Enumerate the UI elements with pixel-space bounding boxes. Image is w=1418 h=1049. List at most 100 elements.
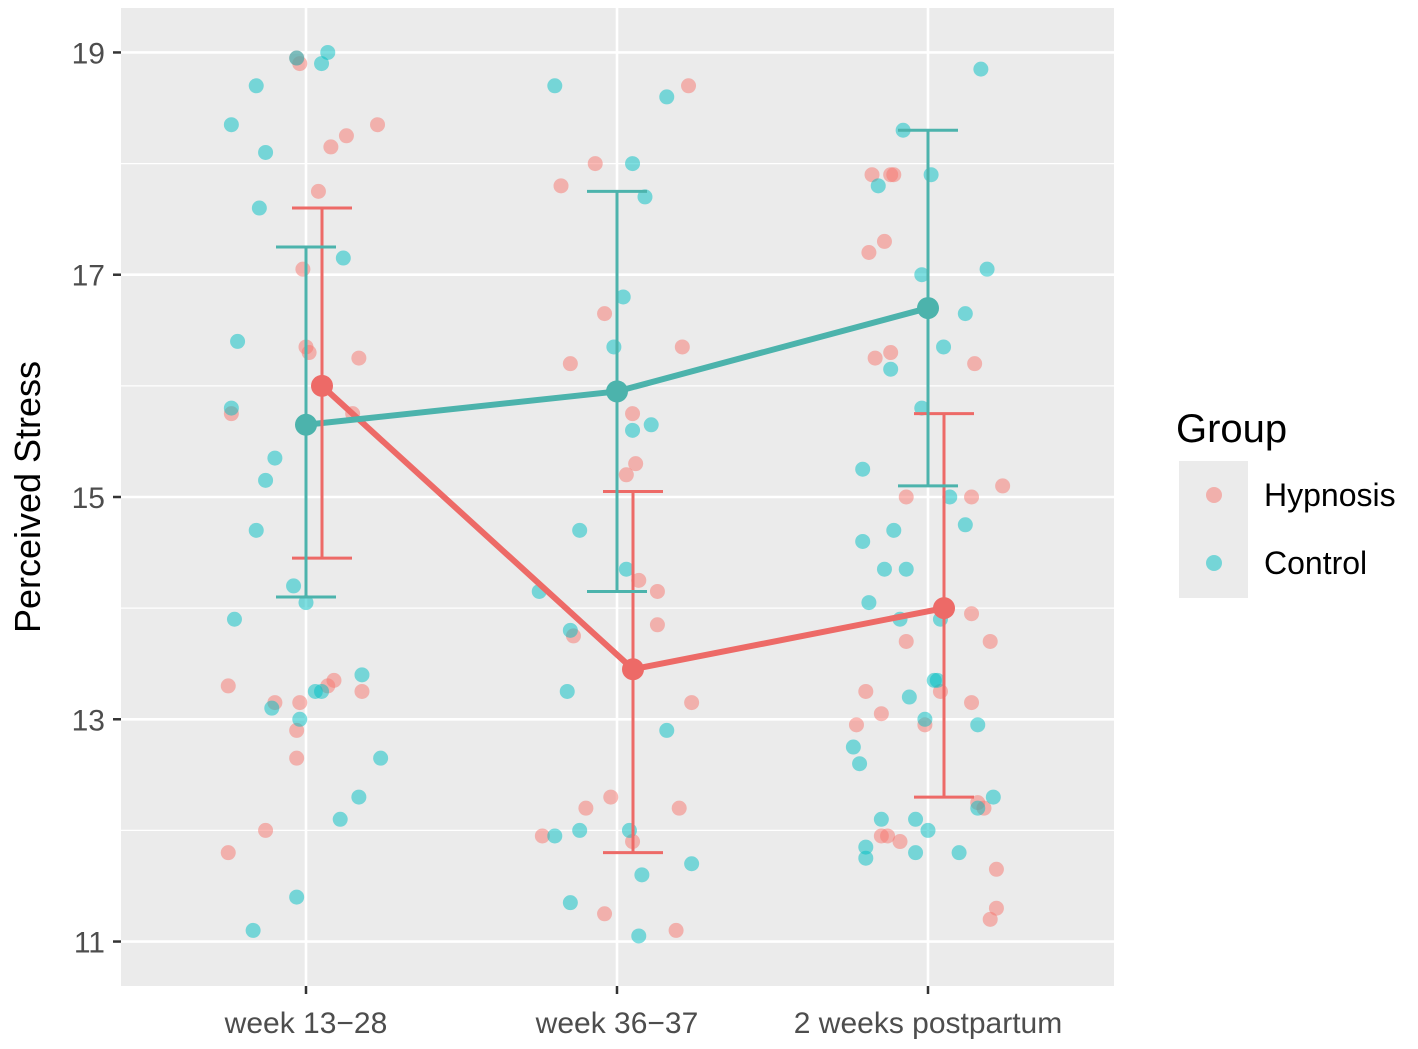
data-point-hypnosis (880, 828, 896, 844)
data-point-hypnosis (681, 78, 697, 94)
data-point-hypnosis (988, 861, 1004, 877)
data-point-control (320, 44, 336, 60)
data-point-control (659, 722, 675, 738)
data-point-hypnosis (671, 800, 687, 816)
data-point-hypnosis (631, 572, 647, 588)
data-point-hypnosis (351, 350, 367, 366)
data-point-control (289, 889, 305, 905)
data-point-control (957, 517, 973, 533)
data-point-control (314, 683, 330, 699)
data-point-control (572, 522, 588, 538)
legend-label-hypnosis: Hypnosis (1264, 477, 1396, 513)
data-point-control (634, 867, 650, 883)
data-point-control (659, 89, 675, 105)
data-point-hypnosis (587, 156, 603, 172)
data-point-control (267, 450, 283, 466)
data-point-control (245, 922, 261, 938)
data-point-control (936, 339, 952, 355)
data-point-control (914, 267, 930, 283)
x-tick-label: week 36−37 (535, 1007, 699, 1040)
data-point-hypnosis (649, 617, 665, 633)
y-axis: 11 13 15 17 19 (72, 37, 121, 960)
data-point-hypnosis (326, 672, 342, 688)
data-point-control (985, 789, 1001, 805)
data-point-hypnosis (553, 178, 569, 194)
legend-title: Group (1176, 407, 1287, 451)
data-point-control (942, 489, 958, 505)
data-point-control (637, 189, 653, 205)
data-point-hypnosis (668, 922, 684, 938)
data-point-control (858, 850, 874, 866)
data-point-control (858, 839, 874, 855)
data-point-control (684, 856, 700, 872)
data-point-control (572, 822, 588, 838)
data-point-control (886, 522, 902, 538)
data-point-control (559, 683, 575, 699)
data-point-control (914, 400, 930, 416)
data-point-control (929, 672, 945, 688)
y-tick-label: 19 (72, 37, 105, 70)
data-point-hypnosis (861, 245, 877, 260)
legend: Group Hypnosis Control (1176, 407, 1396, 598)
mean-point-control (295, 413, 317, 436)
data-point-control (873, 811, 889, 827)
mean-point-control (606, 380, 628, 403)
data-point-control (855, 461, 871, 477)
data-point-control (230, 333, 246, 349)
data-point-control (373, 750, 389, 766)
data-point-hypnosis (995, 478, 1011, 494)
data-point-hypnosis (292, 695, 308, 711)
data-point-control (625, 422, 641, 438)
data-point-hypnosis (873, 706, 889, 722)
data-point-hypnosis (982, 911, 998, 927)
mean-point-hypnosis (311, 374, 333, 397)
data-point-control (618, 561, 634, 577)
data-point-control (861, 595, 877, 611)
data-point-hypnosis (864, 167, 880, 183)
data-point-hypnosis (848, 717, 864, 733)
data-point-control (547, 828, 563, 844)
data-point-hypnosis (603, 789, 619, 805)
data-point-control (606, 339, 622, 355)
x-axis: week 13−28 week 36−37 2 weeks postpartum (224, 986, 1062, 1040)
data-point-hypnosis (964, 695, 980, 711)
legend-key-control (1206, 555, 1222, 571)
data-point-hypnosis (898, 633, 914, 649)
data-point-control (908, 845, 924, 861)
data-point-control (258, 144, 274, 160)
data-point-control (621, 822, 637, 838)
data-point-control (547, 78, 563, 94)
data-point-hypnosis (338, 128, 354, 144)
data-point-hypnosis (295, 261, 311, 277)
data-point-hypnosis (967, 356, 983, 372)
data-point-control (335, 250, 351, 266)
data-point-hypnosis (220, 845, 236, 861)
data-point-control (351, 789, 367, 805)
data-point-hypnosis (674, 339, 690, 355)
x-tick-label: 2 weeks postpartum (794, 1007, 1062, 1040)
data-point-control (852, 756, 868, 772)
data-point-control (643, 417, 659, 433)
data-point-control (286, 578, 302, 594)
data-point-hypnosis (323, 139, 339, 155)
data-point-control (251, 200, 267, 216)
data-point-hypnosis (684, 695, 700, 711)
data-point-control (223, 400, 239, 416)
data-point-control (298, 595, 314, 611)
data-point-control (289, 50, 305, 66)
x-tick-label: week 13−28 (224, 1007, 388, 1040)
data-point-control (562, 622, 578, 638)
data-point-hypnosis (258, 822, 274, 838)
data-point-control (845, 739, 861, 755)
y-tick-label: 11 (74, 927, 105, 960)
data-point-hypnosis (892, 834, 908, 850)
mean-point-hypnosis (622, 658, 644, 681)
data-point-control (898, 561, 914, 577)
data-point-control (292, 711, 308, 727)
data-point-control (264, 700, 280, 716)
data-point-control (883, 361, 899, 377)
data-point-hypnosis (964, 606, 980, 622)
data-point-control (248, 78, 264, 94)
y-tick-label: 15 (72, 482, 105, 515)
y-tick-label: 13 (72, 704, 105, 737)
